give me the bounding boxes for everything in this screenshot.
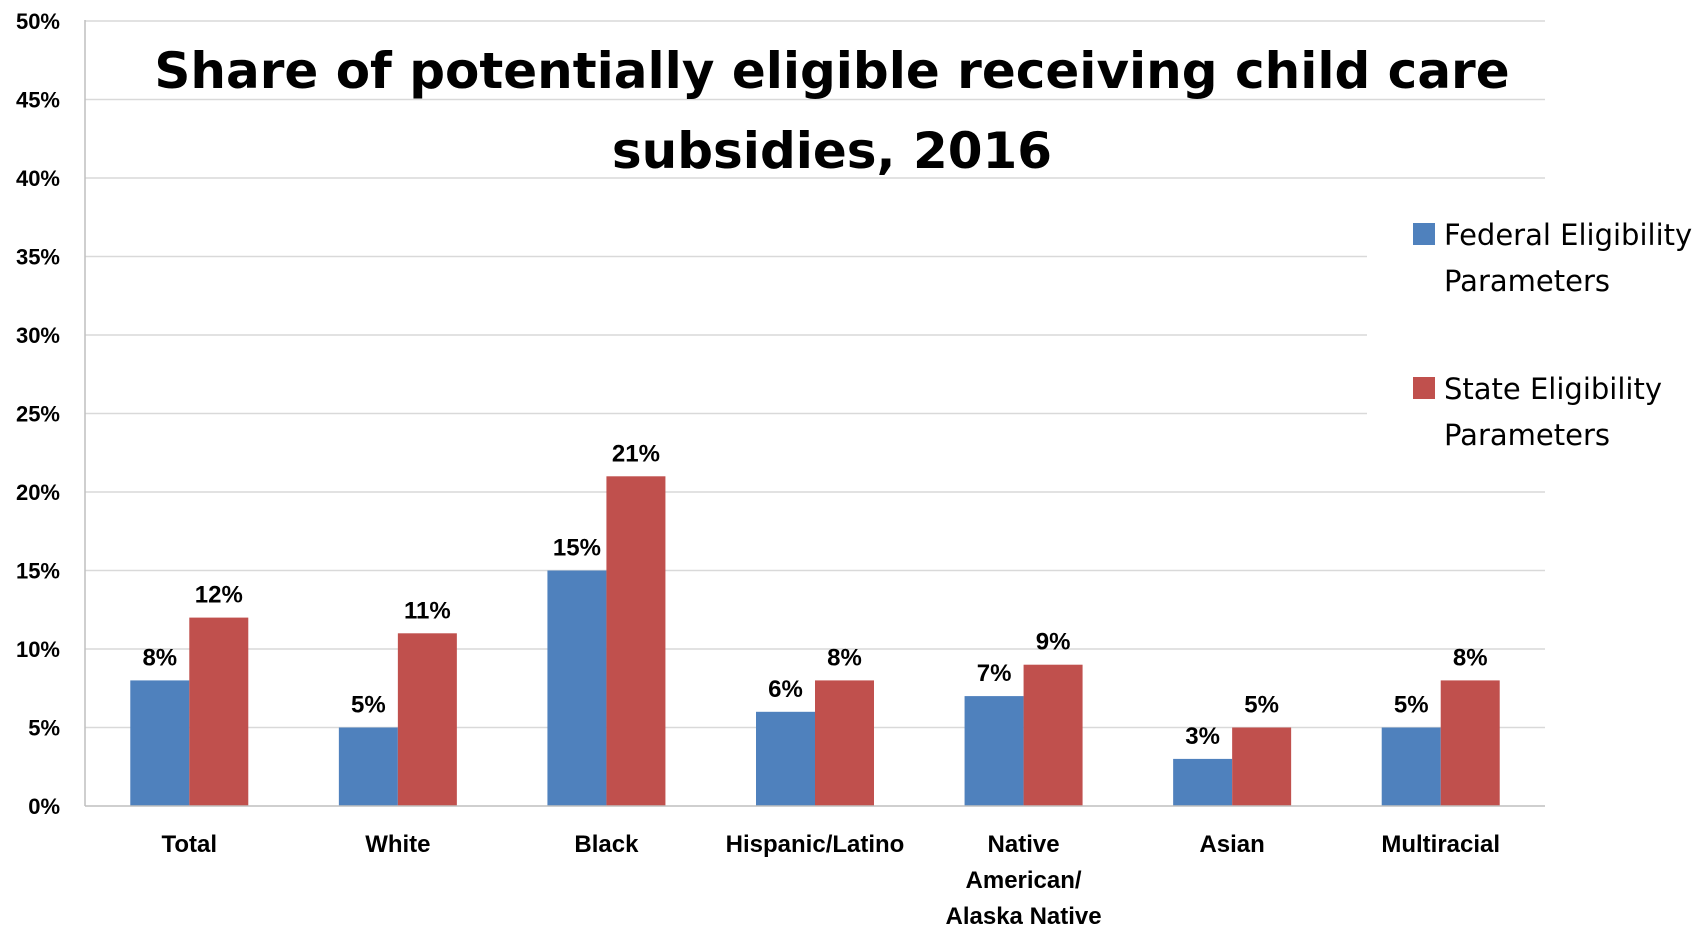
bar bbox=[1381, 727, 1441, 806]
chart-title: Share of potentially eligible receiving … bbox=[154, 42, 1509, 180]
chart-title-line-2: subsidies, 2016 bbox=[612, 122, 1052, 180]
data-label: 12% bbox=[195, 582, 243, 609]
y-tick-label: 10% bbox=[16, 637, 60, 662]
y-axis-ticks: 0% 5% 10% 15% 20% 25% 30% 35% 40% 45% 50% bbox=[16, 9, 60, 819]
bar bbox=[1440, 680, 1500, 806]
legend-label: Parameters bbox=[1444, 264, 1610, 298]
data-label: 8% bbox=[142, 644, 177, 671]
x-category-label: Asian bbox=[1199, 831, 1264, 858]
y-tick-label: 30% bbox=[16, 323, 60, 348]
bar bbox=[964, 696, 1024, 806]
x-category-label: American/ bbox=[966, 867, 1082, 894]
bar bbox=[1023, 664, 1083, 806]
legend-swatch bbox=[1413, 223, 1435, 245]
bar bbox=[397, 633, 457, 806]
data-label: 6% bbox=[768, 676, 803, 703]
data-label: 8% bbox=[827, 644, 862, 671]
gridlines bbox=[85, 20, 1545, 729]
bar bbox=[1173, 758, 1233, 806]
y-tick-label: 50% bbox=[16, 9, 60, 34]
data-label: 21% bbox=[612, 440, 660, 467]
y-tick-label: 40% bbox=[16, 166, 60, 191]
y-tick-label: 5% bbox=[28, 716, 60, 741]
bar bbox=[547, 570, 607, 806]
y-tick-label: 25% bbox=[16, 402, 60, 427]
legend-label: Parameters bbox=[1444, 418, 1610, 452]
bar bbox=[606, 476, 666, 806]
data-label: 11% bbox=[404, 597, 451, 624]
legend-label: Federal Eligibility bbox=[1444, 218, 1692, 252]
data-label: 5% bbox=[1244, 692, 1279, 719]
x-category-label: Multiracial bbox=[1381, 831, 1500, 858]
legend-swatch bbox=[1413, 377, 1435, 399]
axes bbox=[84, 20, 1545, 807]
data-label: 7% bbox=[977, 660, 1012, 687]
x-category-label: Native bbox=[988, 831, 1060, 858]
data-label: 5% bbox=[1394, 692, 1429, 719]
data-label: 3% bbox=[1185, 723, 1220, 750]
bars bbox=[130, 476, 1500, 806]
bar bbox=[756, 711, 815, 806]
bar bbox=[130, 680, 190, 806]
y-tick-label: 0% bbox=[28, 794, 60, 819]
y-tick-label: 35% bbox=[16, 245, 60, 270]
bar bbox=[338, 727, 398, 806]
bar bbox=[1232, 727, 1292, 806]
data-label: 15% bbox=[553, 535, 601, 562]
data-labels: 8% 12% 5% 11% 15% 21% 6% 8% 7% 9% 3% 5% 5% 8% bbox=[142, 440, 1487, 750]
data-label: 9% bbox=[1036, 629, 1071, 656]
y-tick-label: 20% bbox=[16, 480, 60, 505]
data-label: 5% bbox=[351, 692, 386, 719]
x-category-label: Total bbox=[162, 831, 218, 858]
x-category-label: White bbox=[365, 831, 430, 858]
legend: Federal Eligibility Parameters State Eligi… bbox=[1413, 218, 1692, 452]
x-category-label: Black bbox=[574, 831, 639, 858]
x-axis-categories: Total White Black Hispanic/Latino Native Amer… bbox=[162, 831, 1501, 926]
y-tick-label: 45% bbox=[16, 88, 60, 113]
data-label: 8% bbox=[1453, 644, 1488, 671]
bar bbox=[815, 680, 874, 806]
bar bbox=[189, 617, 249, 806]
legend-label: State Eligibility bbox=[1444, 372, 1662, 406]
chart-title-line-1: Share of potentially eligible receiving … bbox=[154, 42, 1509, 100]
x-category-label: Hispanic/Latino bbox=[726, 831, 905, 858]
x-category-label: Alaska Native bbox=[946, 903, 1102, 926]
y-tick-label: 15% bbox=[16, 559, 60, 584]
